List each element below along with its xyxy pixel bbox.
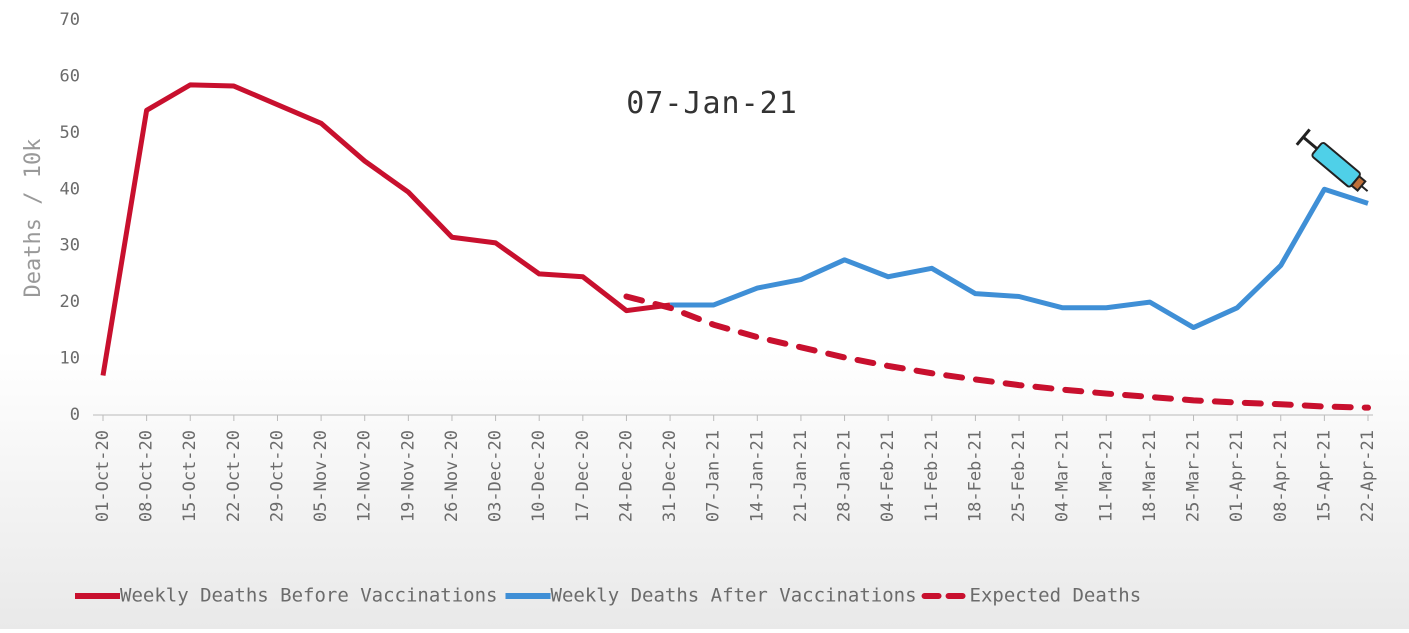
x-tick-label: 14-Jan-21 [747, 430, 767, 522]
legend-label: Weekly Deaths Before Vaccinations [120, 585, 498, 607]
legend-label: Weekly Deaths After Vaccinations [551, 585, 917, 607]
y-tick-label: 10 [60, 349, 80, 369]
y-tick-label: 70 [60, 10, 80, 30]
series-line [100, 82, 671, 376]
x-tick-label: 18-Mar-21 [1140, 430, 1160, 522]
y-axis-label: Deaths / 10k [21, 139, 46, 298]
annotation: 07-Jan-21 [626, 86, 798, 121]
x-tick-label: 08-Apr-21 [1271, 430, 1291, 522]
y-tick-label: 30 [60, 236, 80, 256]
x-tick-label: 18-Feb-21 [965, 430, 985, 522]
x-tick-label: 04-Mar-21 [1053, 430, 1073, 522]
x-tick-label: 26-Nov-20 [442, 430, 462, 522]
x-tick-label: 15-Apr-21 [1314, 430, 1334, 522]
x-tick-label: 25-Feb-21 [1009, 430, 1029, 522]
x-tick-label: 22-Oct-20 [224, 430, 244, 522]
x-tick-label: 21-Jan-21 [791, 430, 811, 522]
x-tick-label: 07-Jan-21 [704, 430, 724, 522]
x-tick-label: 25-Mar-21 [1184, 430, 1204, 522]
x-tick-label: 17-Dec-20 [573, 430, 593, 522]
x-tick-label: 31-Dec-20 [660, 430, 680, 522]
x-tick-label: 24-Dec-20 [616, 430, 636, 522]
x-tick-label: 03-Dec-20 [486, 430, 506, 522]
x-tick-label: 15-Oct-20 [180, 430, 200, 522]
y-tick-label: 0 [70, 405, 80, 425]
x-tick-label: 11-Feb-21 [922, 430, 942, 522]
y-tick-label: 20 [60, 292, 80, 312]
x-tick-label: 05-Nov-20 [311, 430, 331, 522]
x-tick-label: 22-Apr-21 [1358, 430, 1378, 522]
legend-label: Expected Deaths [970, 585, 1142, 607]
x-tick-label: 29-Oct-20 [267, 430, 287, 522]
y-tick-label: 40 [60, 179, 80, 199]
x-tick-label: 01-Oct-20 [93, 430, 113, 522]
x-tick-label: 01-Apr-21 [1227, 430, 1247, 522]
x-tick-label: 11-Mar-21 [1096, 430, 1116, 522]
x-tick-label: 28-Jan-21 [835, 430, 855, 522]
x-tick-label: 10-Dec-20 [529, 430, 549, 522]
y-tick-label: 60 [60, 66, 80, 86]
series-line [670, 186, 1369, 331]
syringe [1295, 128, 1369, 193]
x-tick-label: 04-Feb-21 [878, 430, 898, 522]
background-shade [0, 350, 1409, 629]
series-line [623, 293, 1371, 411]
x-tick-label: 19-Nov-20 [398, 430, 418, 522]
x-tick-label: 12-Nov-20 [355, 430, 375, 522]
x-tick-label: 08-Oct-20 [137, 430, 157, 522]
y-tick-label: 50 [60, 123, 80, 143]
